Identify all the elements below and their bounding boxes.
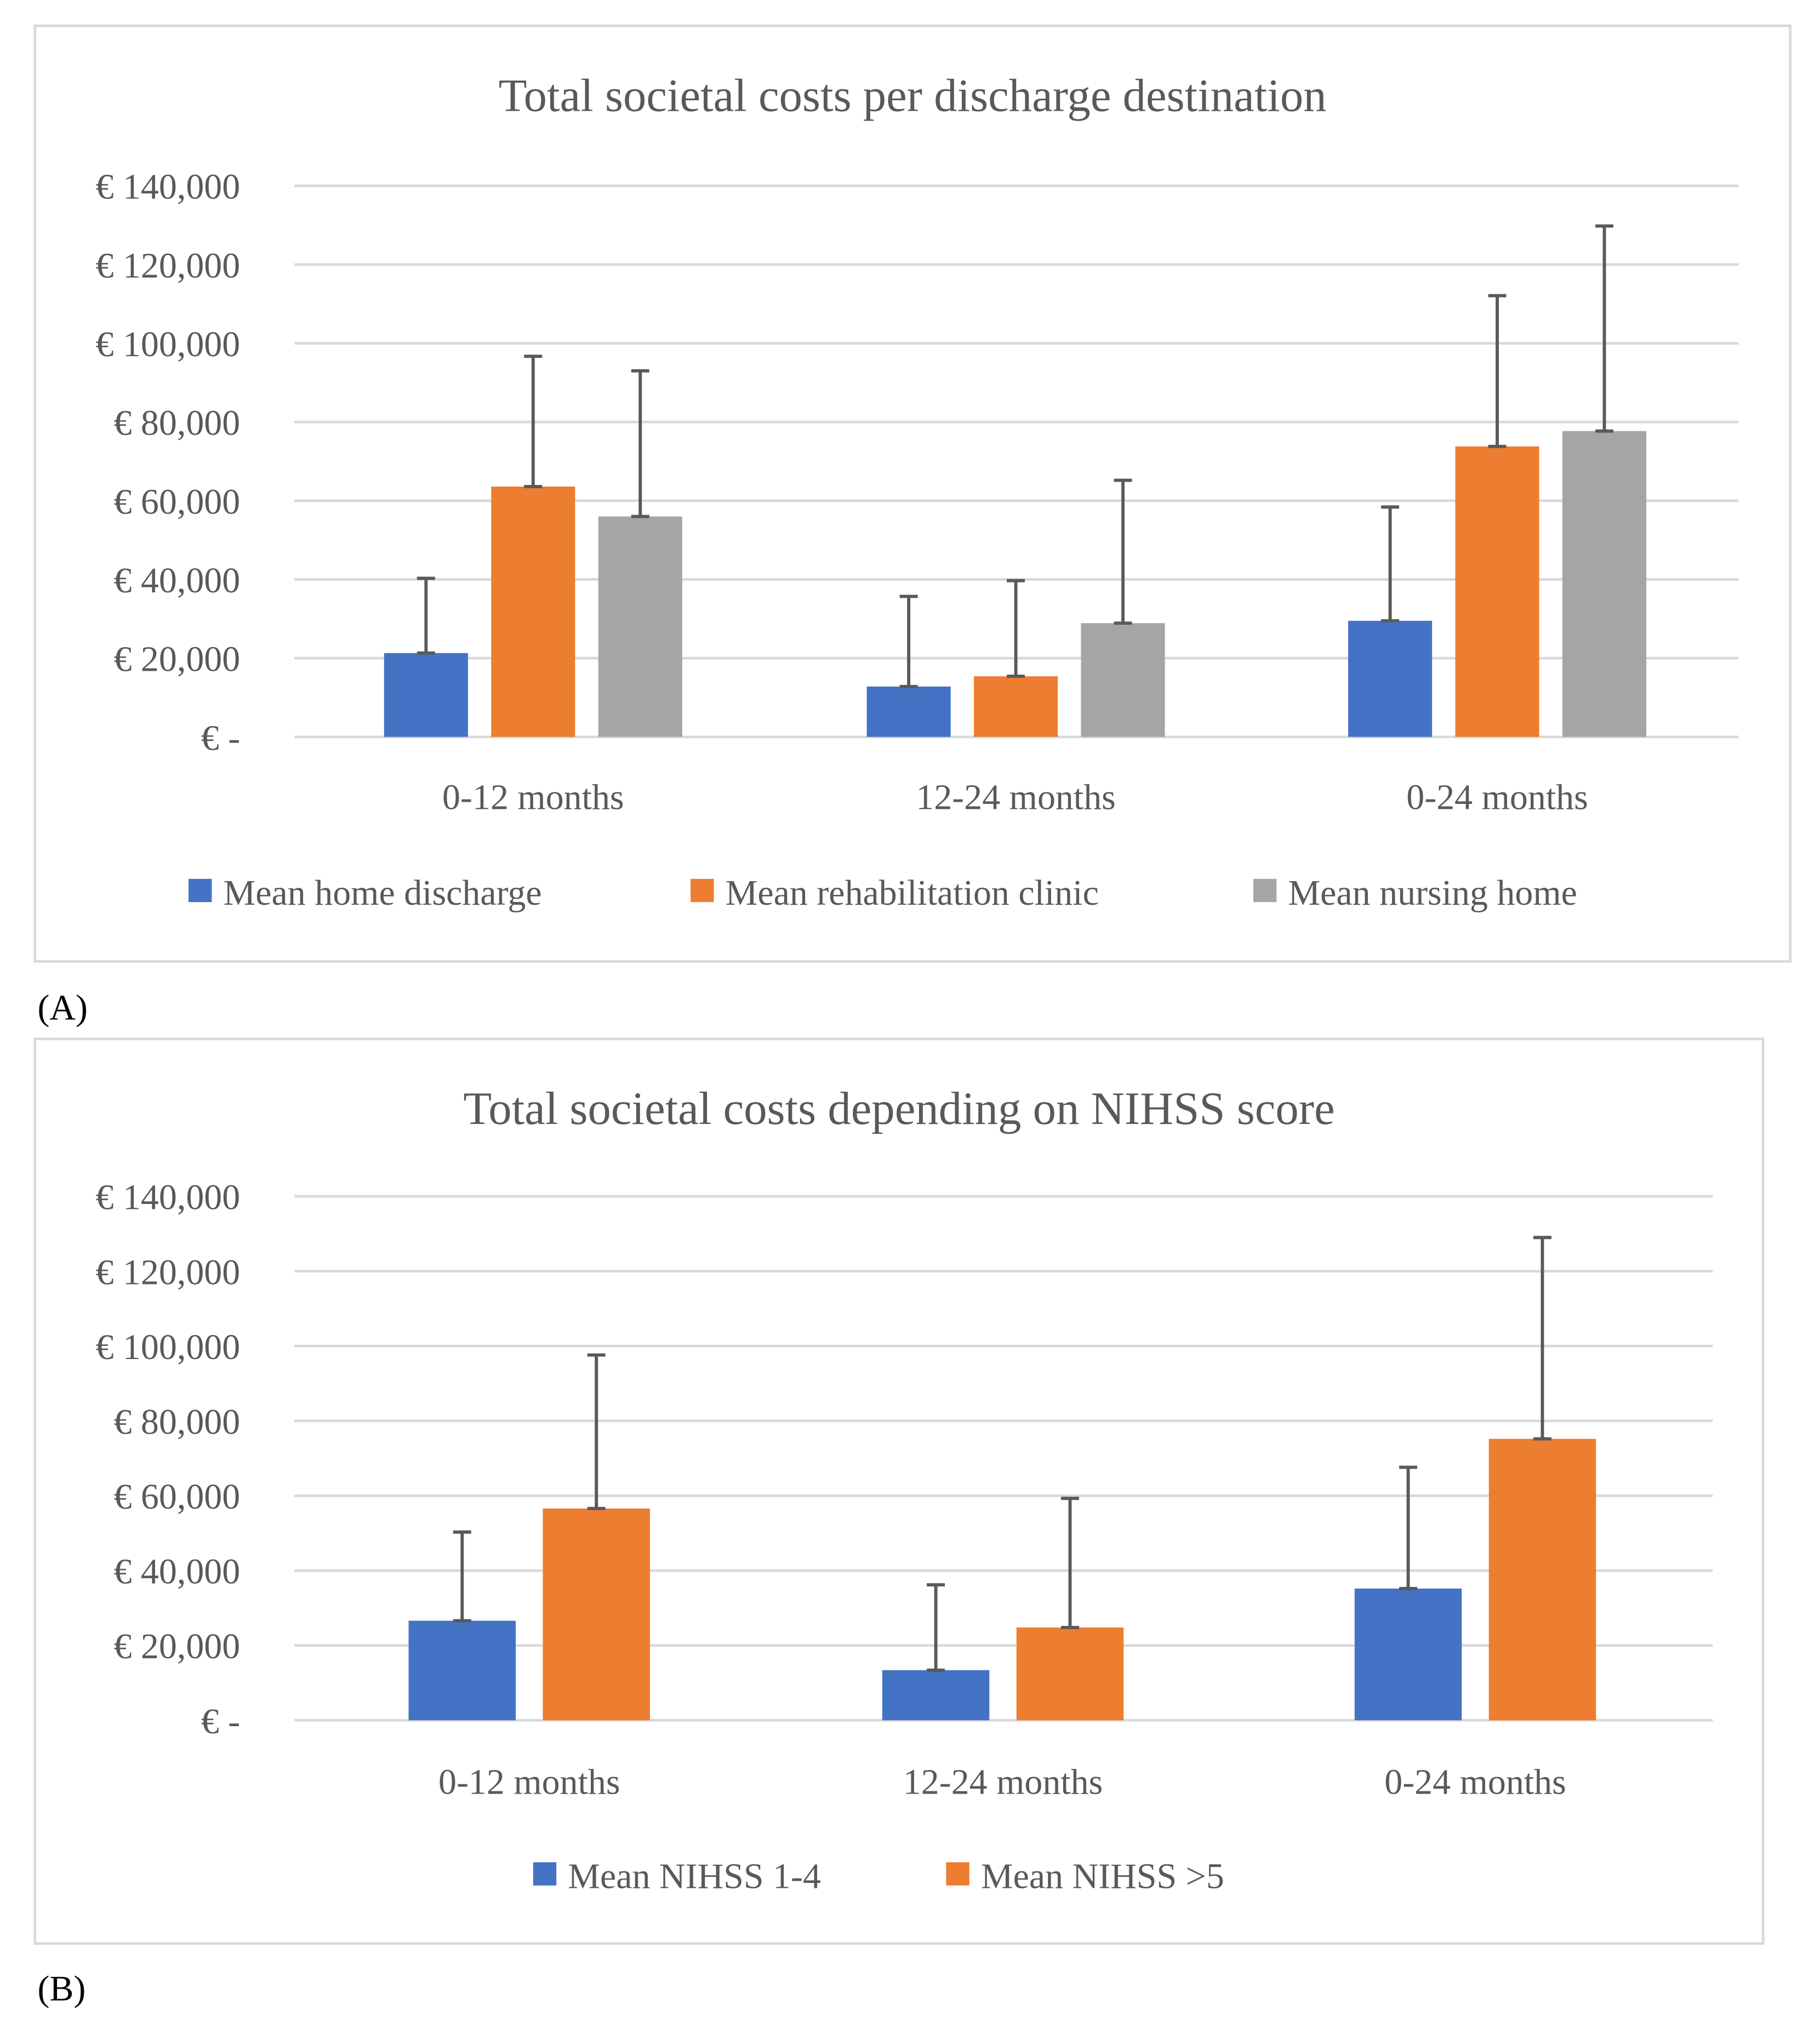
bar-mean-nihss-5 [543, 1508, 650, 1721]
chart-title: Total societal costs depending on NIHSS … [463, 1083, 1334, 1134]
legend-label: Mean home discharge [224, 873, 542, 913]
panel-label: (B) [37, 1968, 85, 2008]
y-tick-label: € 40,000 [113, 1552, 240, 1592]
bar-mean-home-discharge [866, 686, 951, 737]
x-tick-label: 12-24 months [903, 1762, 1103, 1802]
y-tick-label: € 100,000 [95, 324, 240, 364]
bar-mean-nihss-5 [1016, 1627, 1124, 1721]
x-tick-label: 0-24 months [1384, 1762, 1566, 1802]
legend-swatch [691, 878, 714, 903]
y-tick-label: € 140,000 [95, 1178, 240, 1218]
y-tick-label: € 140,000 [95, 167, 240, 207]
y-tick-label: € 80,000 [113, 403, 240, 443]
y-tick-label: € 40,000 [113, 561, 240, 601]
bar-mean-nursing-home [1081, 623, 1165, 737]
legend-swatch [1253, 878, 1277, 903]
legend-label: Mean NIHSS 1-4 [568, 1856, 821, 1896]
legend-label: Mean rehabilitation clinic [726, 873, 1099, 913]
bar-mean-nihss-1-4 [882, 1670, 990, 1721]
bar-mean-nursing-home [1562, 431, 1647, 737]
legend-swatch [946, 1862, 969, 1886]
bar-mean-nihss-5 [1488, 1438, 1596, 1721]
bar-mean-home-discharge [1348, 620, 1433, 737]
y-tick-label: € 60,000 [113, 482, 240, 522]
bar-mean-rehabilitation-clinic [1455, 446, 1539, 737]
bar-mean-nursing-home [598, 516, 682, 737]
y-tick-label: € - [201, 718, 240, 758]
bar-mean-rehabilitation-clinic [491, 486, 575, 737]
bar-mean-rehabilitation-clinic [974, 676, 1058, 737]
y-tick-label: € 80,000 [113, 1402, 240, 1442]
legend-label: Mean NIHSS >5 [981, 1856, 1224, 1896]
chart-frame [33, 1037, 1765, 1945]
legend-swatch [189, 878, 212, 903]
y-tick-label: € - [201, 1702, 240, 1742]
x-tick-label: 0-24 months [1406, 778, 1588, 818]
x-tick-label: 0-12 months [442, 778, 624, 818]
y-tick-label: € 20,000 [113, 640, 240, 680]
legend-swatch [533, 1862, 557, 1886]
y-tick-label: € 120,000 [95, 1252, 240, 1292]
y-tick-label: € 100,000 [95, 1327, 240, 1367]
bar-mean-nihss-1-4 [1354, 1588, 1462, 1721]
x-tick-label: 12-24 months [916, 778, 1116, 818]
y-tick-label: € 20,000 [113, 1626, 240, 1666]
legend-label: Mean nursing home [1288, 873, 1577, 913]
bar-mean-nihss-1-4 [408, 1620, 516, 1721]
bar-mean-home-discharge [384, 653, 468, 737]
chart-title: Total societal costs per discharge desti… [499, 70, 1327, 122]
y-tick-label: € 120,000 [95, 246, 240, 286]
panel-label: (A) [37, 987, 88, 1027]
x-tick-label: 0-12 months [438, 1762, 620, 1802]
y-tick-label: € 60,000 [113, 1477, 240, 1517]
